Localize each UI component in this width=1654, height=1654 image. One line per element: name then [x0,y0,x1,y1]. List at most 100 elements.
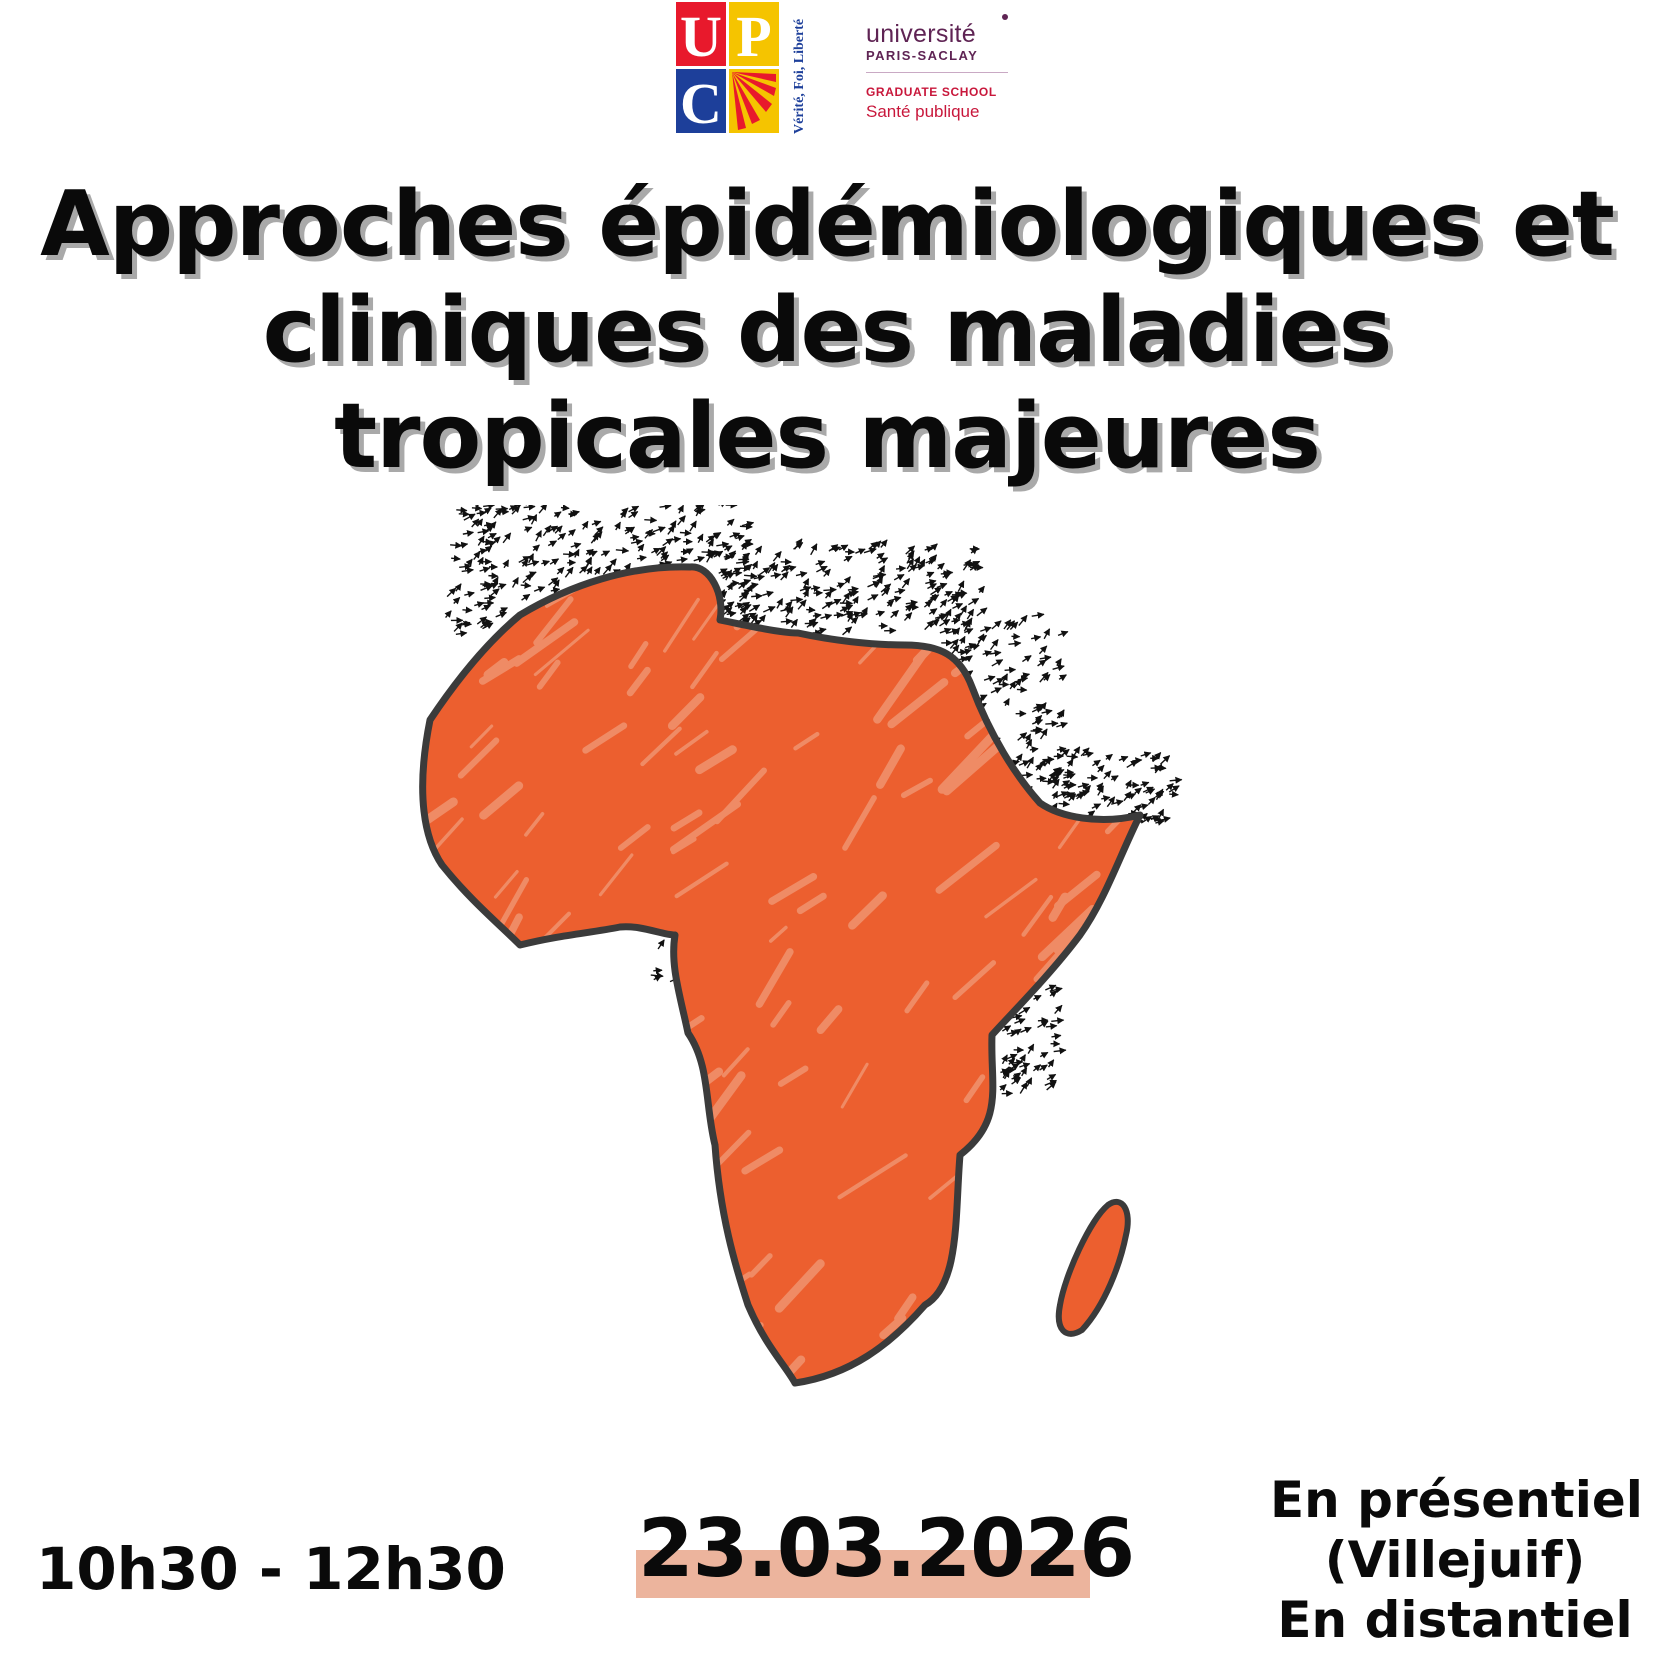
arrow-mark [1004,666,1017,674]
crayon-stroke [690,650,719,690]
arrow-mark [1051,1033,1062,1040]
arrow-mark [533,586,546,593]
arrow-mark [593,531,603,542]
event-date: 23.03.2026 [638,1502,1135,1595]
arrow-mark [927,583,937,590]
crayon-stroke [483,657,509,679]
arrow-mark [767,562,776,574]
arrow-mark [473,551,481,560]
title-line-3: tropicales majeures [334,384,1321,489]
arrow-mark [1030,634,1042,642]
ups-graduate-school-text: GRADUATE SCHOOL [866,85,997,99]
arrow-mark [1032,1064,1042,1072]
arrow-mark [581,520,589,530]
upc-logo: U P C Vérité, Foi, Liberté [676,2,814,136]
crayon-stroke [548,1226,585,1257]
arrow-mark [1016,686,1028,694]
crayon-stroke [887,678,949,729]
arrow-mark [1045,984,1057,992]
arrow-mark [637,543,645,552]
arrow-mark [976,607,988,617]
crayon-stroke [493,869,519,899]
arrow-mark [977,585,985,594]
arrow-mark [1009,621,1019,631]
crayon-stroke [952,960,997,1001]
crayon-stroke [1125,765,1140,785]
arrow-mark [968,597,980,606]
arrow-mark [1097,764,1105,773]
arrow-mark [1077,782,1090,790]
arrow-mark [1133,804,1142,812]
arrow-mark [594,526,604,536]
crayon-stroke [816,1005,843,1035]
arrow-mark [462,606,473,614]
arrow-mark [1126,760,1138,769]
crayon-stroke [1021,894,1054,937]
arrow-mark [890,609,899,619]
arrow-mark [756,614,766,626]
crayon-stroke [900,777,933,799]
crayon-stroke [927,1306,969,1357]
arrow-mark [930,587,942,596]
arrow-mark [679,529,692,537]
crayon-stroke [583,1217,602,1248]
arrow-mark [762,590,774,598]
crayon-stroke [935,841,1000,894]
arrow-mark [983,675,996,682]
crayon-stroke [1052,1136,1073,1160]
arrow-mark [810,543,818,556]
arrow-mark [1018,760,1031,767]
crayon-stroke [559,958,587,1003]
madagascar-island [1055,1198,1131,1337]
crayon-stroke [588,1109,635,1162]
crayon-stroke [1019,1134,1069,1180]
arrow-mark [992,677,1005,685]
crayon-stroke [1037,905,1097,962]
event-date-block: 23.03.2026 [636,1502,1135,1602]
arrow-mark [550,586,561,594]
arrow-mark [1057,709,1065,719]
crayon-stroke [1045,686,1071,707]
crayon-stroke [481,572,523,608]
arrow-mark [590,532,600,544]
arrow-mark [939,627,952,635]
arrow-mark [1169,776,1183,784]
arrow-mark [1037,659,1047,667]
arrow-mark [999,1084,1007,1092]
crayon-stroke [713,767,767,825]
crayon-stroke [626,1032,668,1076]
arrow-mark [480,620,489,629]
arrow-mark [1111,799,1124,807]
arrow-mark [585,566,593,575]
crayon-stroke [469,724,494,749]
arrow-mark [810,585,821,592]
crayon-stroke [626,666,651,697]
arrow-mark [644,529,654,539]
arrow-mark [829,545,842,553]
arrow-mark [1022,655,1032,663]
crayon-stroke [987,1118,1018,1148]
crayon-stroke [755,948,794,1008]
arrow-mark [726,582,734,591]
arrow-mark [1061,780,1071,788]
arrow-mark [726,518,735,527]
arrow-mark [1056,721,1068,729]
arrow-mark [964,628,974,635]
arrow-mark [739,592,749,602]
arrow-mark [521,593,531,601]
arrow-mark [484,540,497,548]
crayon-stroke [768,925,788,943]
crayon-stroke [848,891,887,930]
crayon-stroke [1113,566,1140,574]
crayon-stroke [670,809,703,832]
arrow-mark [483,507,492,515]
crayon-stroke [667,693,705,730]
mode-distantiel: En distantiel [1277,1591,1633,1649]
arrow-mark [484,594,496,602]
crayon-stroke [840,1062,869,1109]
arrow-mark [1039,702,1047,711]
arrow-mark [615,546,630,554]
arrow-mark [990,687,1003,694]
arrow-mark [567,529,576,537]
arrow-mark [1020,672,1031,680]
